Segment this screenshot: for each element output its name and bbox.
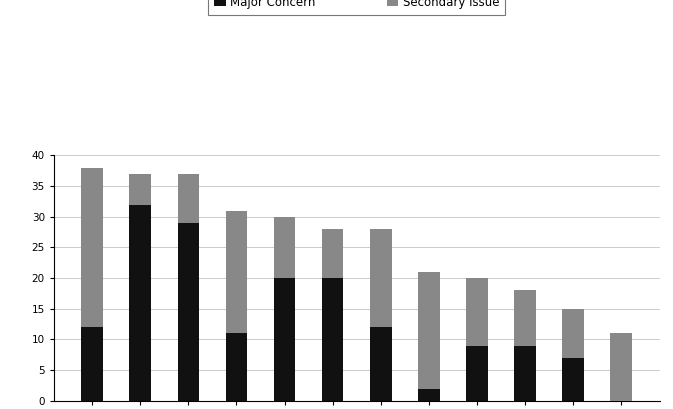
Bar bbox=[225, 211, 247, 333]
Bar bbox=[274, 217, 295, 278]
Bar bbox=[562, 358, 584, 401]
Bar bbox=[418, 389, 439, 401]
Bar bbox=[514, 346, 536, 401]
Bar bbox=[514, 290, 536, 346]
Bar bbox=[370, 327, 392, 401]
Bar bbox=[178, 223, 199, 401]
Bar bbox=[129, 174, 151, 204]
Bar bbox=[225, 333, 247, 401]
Bar bbox=[370, 229, 392, 327]
Legend: Major Concern, Secondary Issue: Major Concern, Secondary Issue bbox=[208, 0, 505, 15]
Bar bbox=[466, 346, 488, 401]
Bar bbox=[129, 204, 151, 401]
Bar bbox=[322, 278, 343, 401]
Bar bbox=[322, 229, 343, 278]
Bar bbox=[81, 327, 103, 401]
Bar bbox=[610, 333, 632, 401]
Bar bbox=[178, 174, 199, 223]
Bar bbox=[274, 278, 295, 401]
Bar bbox=[418, 272, 439, 389]
Bar bbox=[466, 278, 488, 346]
Bar bbox=[562, 309, 584, 358]
Bar bbox=[81, 168, 103, 327]
